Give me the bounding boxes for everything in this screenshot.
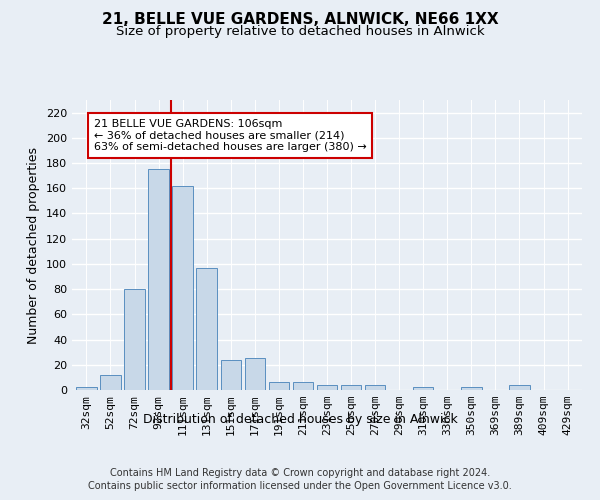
Bar xyxy=(365,385,385,390)
Bar xyxy=(461,388,482,390)
Text: Contains HM Land Registry data © Crown copyright and database right 2024.: Contains HM Land Registry data © Crown c… xyxy=(110,468,490,477)
Bar xyxy=(100,375,121,390)
Bar xyxy=(509,385,530,390)
Text: Contains public sector information licensed under the Open Government Licence v3: Contains public sector information licen… xyxy=(88,481,512,491)
Text: Size of property relative to detached houses in Alnwick: Size of property relative to detached ho… xyxy=(116,25,484,38)
Bar xyxy=(76,388,97,390)
Text: 21 BELLE VUE GARDENS: 106sqm
← 36% of detached houses are smaller (214)
63% of s: 21 BELLE VUE GARDENS: 106sqm ← 36% of de… xyxy=(94,119,367,152)
Y-axis label: Number of detached properties: Number of detached properties xyxy=(28,146,40,344)
Bar xyxy=(148,170,169,390)
Bar xyxy=(293,382,313,390)
Bar xyxy=(221,360,241,390)
Text: 21, BELLE VUE GARDENS, ALNWICK, NE66 1XX: 21, BELLE VUE GARDENS, ALNWICK, NE66 1XX xyxy=(101,12,499,28)
Bar xyxy=(245,358,265,390)
Bar xyxy=(269,382,289,390)
Text: Distribution of detached houses by size in Alnwick: Distribution of detached houses by size … xyxy=(143,412,457,426)
Bar xyxy=(317,385,337,390)
Bar xyxy=(341,385,361,390)
Bar xyxy=(172,186,193,390)
Bar xyxy=(196,268,217,390)
Bar xyxy=(413,388,433,390)
Bar xyxy=(124,289,145,390)
